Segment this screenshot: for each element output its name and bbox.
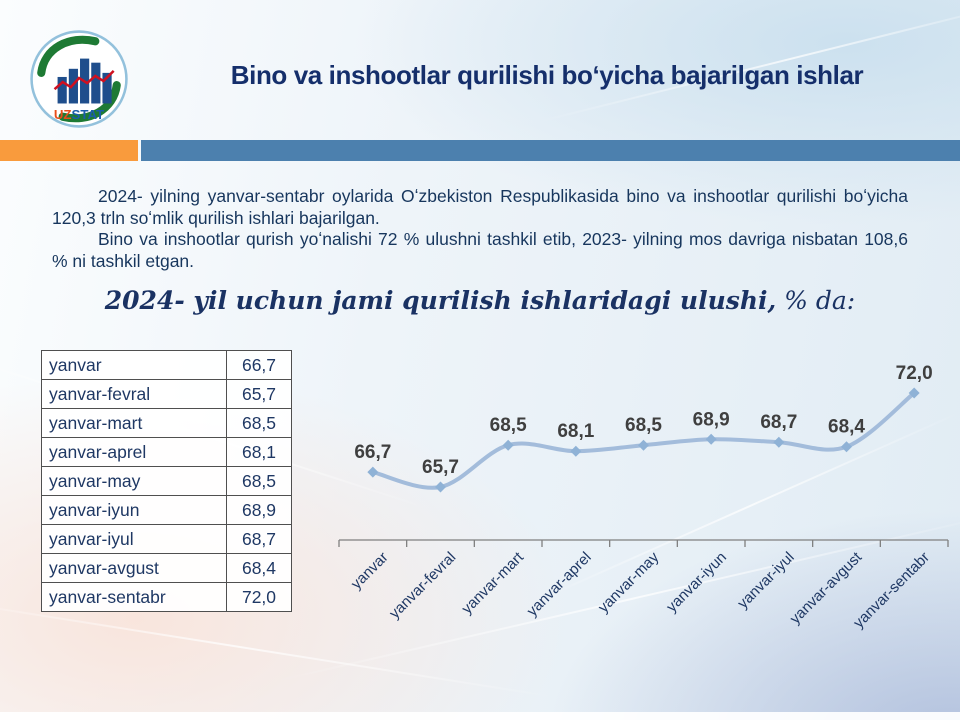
- month-cell: yanvar-aprel: [41, 437, 227, 467]
- data-point-label: 65,7: [422, 457, 459, 478]
- trend-line-chart: 66,7 65,7 68,5 68,1 68,5 68,9 68,7 68,4 72,0 yanv…: [338, 363, 949, 632]
- month-cell: yanvar-iyun: [41, 495, 227, 525]
- month-cell: yanvar-sentabr: [41, 582, 227, 612]
- uzstat-logo: UZSTAT: [30, 30, 128, 128]
- data-point-label: 68,1: [557, 421, 594, 442]
- divider-blue-bar: [141, 140, 960, 161]
- logo-text: UZSTAT: [54, 107, 104, 122]
- data-point-marker: [841, 441, 852, 453]
- x-axis-label: yanvar-iyun: [663, 549, 730, 616]
- table-row: yanvar-iyun 68,9: [41, 495, 292, 525]
- table-row: yanvar-sentabr 72,0: [41, 582, 292, 612]
- data-point-marker: [435, 481, 446, 493]
- x-axis-label: yanvar-iyul: [734, 549, 797, 612]
- logo-swoosh-bottom: [58, 81, 121, 123]
- data-point-marker: [570, 445, 582, 457]
- x-axis-label: yanvar-aprel: [524, 549, 595, 620]
- value-cell: 68,5: [226, 408, 292, 438]
- data-point-marker: [502, 439, 514, 451]
- chart-title-main: 2024- yil uchun jami qurilish ishlaridag…: [104, 286, 777, 315]
- data-point-marker: [638, 439, 649, 451]
- month-cell: yanvar-fevral: [41, 379, 227, 409]
- value-cell: 65,7: [226, 379, 292, 409]
- data-point-label: 68,4: [828, 417, 865, 438]
- bottom-strip: [0, 712, 960, 720]
- logo-swoosh-top: [37, 35, 100, 77]
- month-cell: yanvar-iyul: [41, 524, 227, 554]
- table-row: yanvar-may 68,5: [41, 466, 292, 496]
- data-point-label: 72,0: [896, 363, 933, 384]
- x-axis-label: yanvar: [348, 549, 392, 593]
- data-point-label: 68,5: [490, 415, 527, 436]
- data-point-marker: [705, 433, 717, 445]
- value-cell: 66,7: [226, 350, 292, 380]
- x-axis-label: yanvar-fevral: [386, 549, 459, 622]
- table-row: yanvar-iyul 68,7: [41, 524, 292, 554]
- data-point-label: 68,9: [693, 409, 730, 430]
- value-cell: 68,9: [226, 495, 292, 525]
- table-row: yanvar 66,7: [41, 350, 292, 380]
- data-point-label: 66,7: [354, 442, 391, 463]
- table-row: yanvar-aprel 68,1: [41, 437, 292, 467]
- intro-paragraph-2: Bino va inshootlar qurish yoʻnalishi 72 …: [52, 229, 908, 271]
- value-cell: 68,1: [226, 437, 292, 467]
- data-point-label: 68,7: [760, 412, 797, 433]
- value-cell: 72,0: [226, 582, 292, 612]
- value-cell: 68,4: [226, 553, 292, 583]
- data-point-marker: [773, 436, 785, 448]
- page-title: Bino va inshootlar qurilishi boʻyicha ba…: [230, 60, 864, 90]
- logo-trend-line: [53, 69, 115, 91]
- month-cell: yanvar-may: [41, 466, 227, 496]
- data-point-marker: [367, 466, 379, 478]
- month-cell: yanvar: [41, 350, 227, 380]
- data-table: yanvar 66,7 yanvar-fevral 65,7 yanvar-mart 68…: [41, 350, 292, 612]
- value-cell: 68,5: [226, 466, 292, 496]
- intro-text: 2024- yilning yanvar-sentabr oylarida Oʻ…: [52, 186, 908, 272]
- data-point-marker: [908, 387, 920, 399]
- value-cell: 68,7: [226, 524, 292, 554]
- intro-paragraph-1: 2024- yilning yanvar-sentabr oylarida Oʻ…: [52, 186, 908, 228]
- table-row: yanvar-avgust 68,4: [41, 553, 292, 583]
- month-cell: yanvar-avgust: [41, 553, 227, 583]
- table-row: yanvar-mart 68,5: [41, 408, 292, 438]
- x-axis-label: yanvar-mart: [458, 548, 527, 617]
- divider-orange-bar: [0, 140, 138, 161]
- data-point-label: 68,5: [625, 415, 662, 436]
- x-axis-label: yanvar-may: [595, 548, 663, 616]
- chart-title-suffix: % da:: [776, 286, 856, 315]
- chart-title: 2024- yil uchun jami qurilish ishlaridag…: [0, 286, 960, 315]
- table-row: yanvar-fevral 65,7: [41, 379, 292, 409]
- month-cell: yanvar-mart: [41, 408, 227, 438]
